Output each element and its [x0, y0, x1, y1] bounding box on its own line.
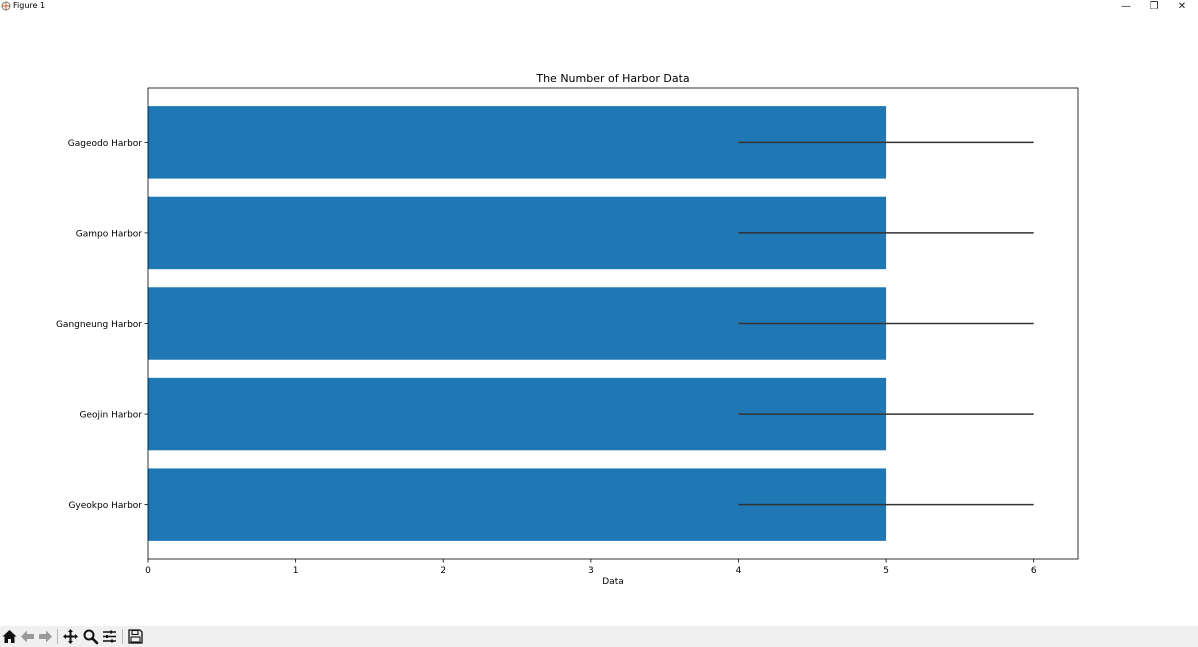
maximize-button[interactable]: ❐ [1149, 1, 1159, 12]
y-tick-label: Gyeokpo Harbor [68, 501, 142, 511]
subplots-icon[interactable] [101, 628, 118, 645]
chart: 0 1 2 3 4 5 6 Gageodo Harbor Gampo Harbor Gangne… [56, 72, 1079, 587]
window-title: Figure 1 [13, 1, 46, 10]
x-tick-label: 6 [1031, 566, 1037, 576]
home-icon[interactable] [1, 628, 18, 645]
x-tick-label: 4 [736, 566, 742, 576]
navigation-toolbar [0, 626, 1198, 647]
window-titlebar: Figure 1 — ❐ ✕ [0, 0, 1198, 14]
y-tick-label: Gageodo Harbor [68, 139, 143, 149]
x-tick-label: 0 [145, 566, 151, 576]
app-icon [1, 1, 11, 11]
forward-icon[interactable] [37, 628, 54, 645]
close-button[interactable]: ✕ [1177, 1, 1187, 12]
save-icon[interactable] [127, 628, 144, 645]
minimize-button[interactable]: — [1121, 1, 1131, 12]
chart-title: The Number of Harbor Data [535, 72, 689, 85]
zoom-icon[interactable] [82, 628, 99, 645]
x-tick-label: 3 [588, 566, 594, 576]
y-tick-label: Gangneung Harbor [56, 320, 142, 330]
x-tick-label: 5 [883, 566, 889, 576]
x-axis-label: Data [602, 577, 624, 587]
y-tick-label: Gampo Harbor [76, 229, 143, 239]
x-tick-label: 1 [293, 566, 299, 576]
toolbar-separator [122, 629, 123, 644]
back-icon[interactable] [19, 628, 36, 645]
toolbar-separator [57, 629, 58, 644]
x-tick-label: 2 [440, 566, 446, 576]
y-tick-label: Geojin Harbor [80, 411, 143, 421]
pan-icon[interactable] [62, 628, 79, 645]
